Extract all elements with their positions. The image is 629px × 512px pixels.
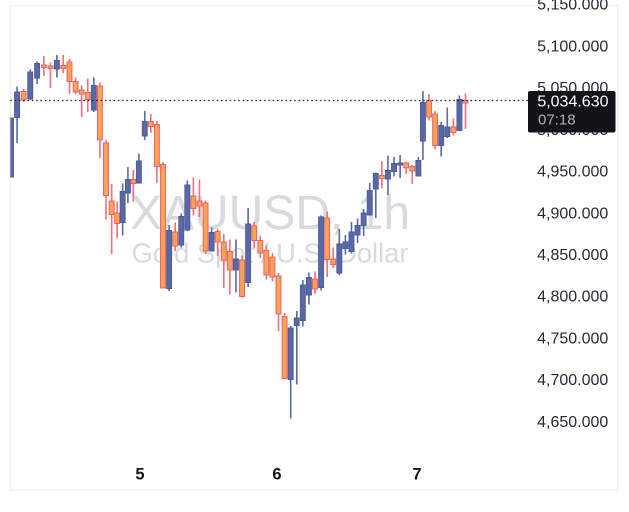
svg-text:5,100.000: 5,100.000 <box>537 38 608 55</box>
svg-text:4,750.000: 4,750.000 <box>537 331 608 348</box>
svg-text:4,850.000: 4,850.000 <box>537 247 608 264</box>
svg-text:4,900.000: 4,900.000 <box>537 205 608 222</box>
svg-text:7: 7 <box>412 466 421 484</box>
svg-text:5,150.000: 5,150.000 <box>537 0 608 14</box>
svg-text:4,950.000: 4,950.000 <box>537 164 608 181</box>
svg-text:5: 5 <box>135 466 144 484</box>
svg-text:5,034.630: 5,034.630 <box>537 94 608 111</box>
svg-text:6: 6 <box>272 466 281 484</box>
svg-text:4,700.000: 4,700.000 <box>537 372 608 389</box>
svg-text:07:18: 07:18 <box>538 111 576 128</box>
svg-text:4,650.000: 4,650.000 <box>537 414 608 431</box>
svg-text:4,800.000: 4,800.000 <box>537 289 608 306</box>
